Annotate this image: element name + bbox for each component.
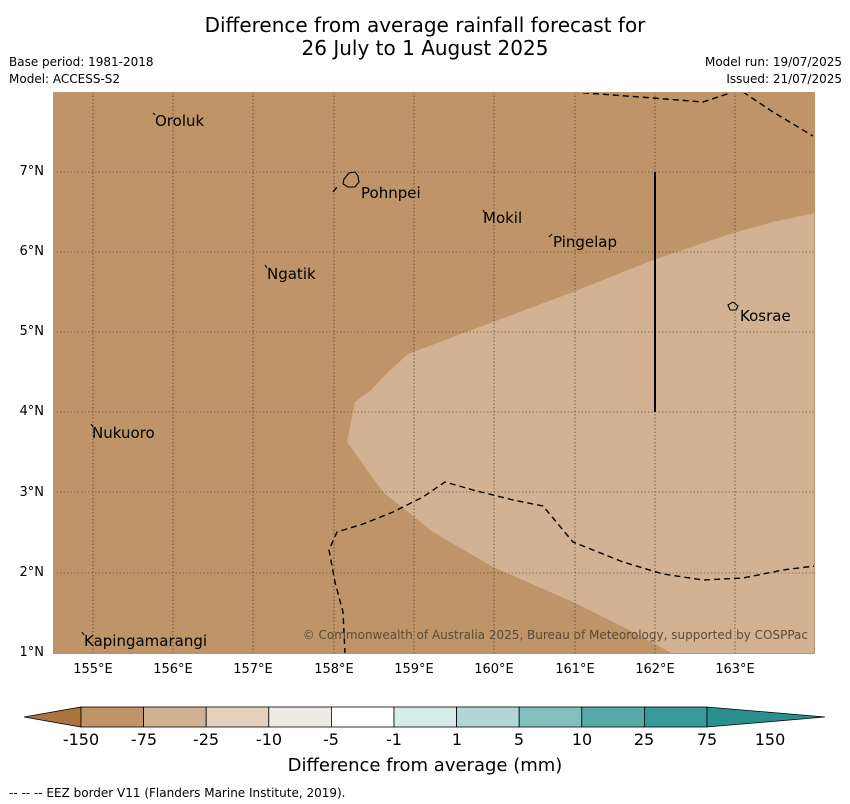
lat-label-6n: 6°N	[19, 244, 45, 259]
oroluk-island	[152, 112, 156, 116]
map-title: Difference from average rainfall forecas…	[0, 14, 850, 60]
lon-label-157e: 157°E	[233, 662, 273, 677]
nukuoro-island	[90, 423, 94, 428]
colorbar-extend-low	[24, 706, 82, 728]
cb-label-10: 75	[696, 730, 718, 749]
kapingamarangi-island	[81, 631, 85, 636]
cb-label-0: -150	[62, 730, 100, 749]
title-line-2: 26 July to 1 August 2025	[301, 36, 549, 60]
colorbar-swatch	[205, 706, 270, 728]
label-mokil: Mokil	[483, 209, 523, 227]
cb-label-3: -10	[255, 730, 283, 749]
lat-label-3n: 3°N	[19, 485, 45, 500]
lon-label-161e: 161°E	[555, 662, 595, 677]
lat-label-7n: 7°N	[19, 164, 45, 179]
lon-label-160e: 160°E	[474, 662, 514, 677]
cb-label-9: 25	[633, 730, 655, 749]
lat-label-2n: 2°N	[19, 565, 45, 580]
cb-label-6: 1	[451, 730, 463, 749]
lon-label-159e: 159°E	[394, 662, 434, 677]
label-kosrae: Kosrae	[740, 307, 791, 325]
footer-note: -- -- -- EEZ border V11 (Flanders Marine…	[9, 786, 346, 800]
label-oroluk: Oroluk	[155, 112, 205, 130]
cb-label-7: 5	[513, 730, 525, 749]
lon-label-158e: 158°E	[314, 662, 354, 677]
meta-right: Model run: 19/07/2025 Issued: 21/07/2025	[705, 54, 842, 88]
label-pingelap: Pingelap	[553, 233, 618, 251]
pohnpei-island	[342, 171, 360, 188]
label-kapingamarangi: Kapingamarangi	[84, 632, 208, 650]
cb-label-5: -1	[386, 730, 402, 749]
colorbar-swatch	[456, 706, 520, 728]
eez-borders	[328, 92, 815, 654]
colorbar-swatch	[581, 706, 645, 728]
lon-label-162e: 162°E	[635, 662, 675, 677]
label-pohnpei: Pohnpei	[361, 184, 421, 202]
cb-label-1: -75	[130, 730, 158, 749]
cb-label-2: -25	[192, 730, 220, 749]
label-nukuoro: Nukuoro	[92, 424, 155, 442]
kosrae-island	[727, 301, 739, 311]
colorbar-title: Difference from average (mm)	[287, 755, 563, 776]
lon-label-155e: 155°E	[73, 662, 113, 677]
colorbar-swatch	[518, 706, 583, 728]
colorbar-swatch	[393, 706, 457, 728]
cb-label-8: 10	[571, 730, 593, 749]
cb-label-11: 150	[754, 730, 786, 749]
base-period: Base period: 1981-2018	[9, 55, 154, 69]
title-line-1: Difference from average rainfall forecas…	[204, 13, 646, 37]
mokil-island	[482, 209, 486, 214]
model-name: Model: ACCESS-S2	[9, 72, 121, 86]
islands	[81, 112, 739, 636]
colorbar-swatch	[644, 706, 708, 728]
colorbar-swatches	[24, 706, 826, 728]
colorbar-extend-high	[706, 706, 826, 728]
meta-left: Base period: 1981-2018 Model: ACCESS-S2	[9, 54, 154, 88]
pingelap-island	[548, 233, 553, 238]
lighter-anomaly-region	[347, 213, 815, 654]
colorbar	[24, 706, 826, 728]
ngatik-island	[264, 264, 268, 269]
label-ngatik: Ngatik	[267, 265, 316, 283]
colorbar-swatch	[330, 706, 395, 728]
rainfall-map	[53, 92, 815, 654]
colorbar-swatch	[80, 706, 144, 728]
lat-label-1n: 1°N	[19, 645, 45, 660]
lat-label-5n: 5°N	[19, 324, 45, 339]
model-run: Model run: 19/07/2025	[704, 55, 842, 69]
issued-date: Issued: 21/07/2025	[726, 72, 842, 86]
lat-label-4n: 4°N	[19, 404, 45, 419]
cb-label-4: -5	[323, 730, 339, 749]
lon-label-156e: 156°E	[153, 662, 193, 677]
copyright-notice: © Commonwealth of Australia 2025, Bureau…	[302, 628, 808, 642]
colorbar-swatch	[268, 706, 332, 728]
lon-label-163e: 163°E	[715, 662, 755, 677]
colorbar-swatch	[143, 706, 207, 728]
